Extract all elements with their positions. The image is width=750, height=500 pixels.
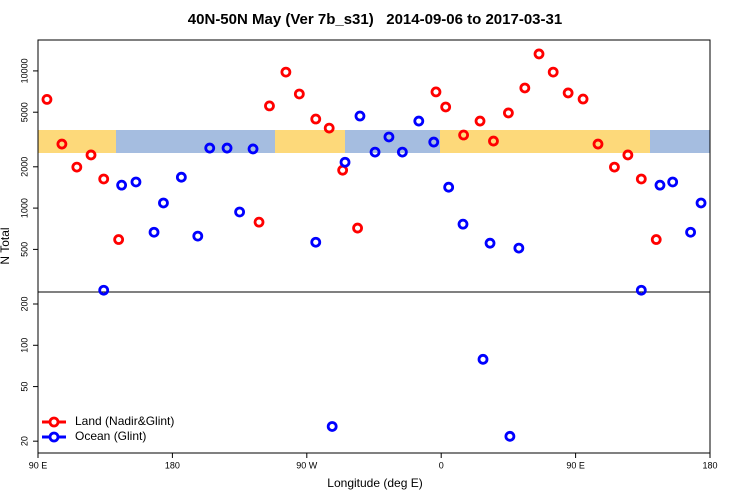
x-tick-label: 180	[165, 460, 180, 470]
y-tick-label: 500	[19, 242, 29, 257]
point	[430, 86, 442, 98]
point	[622, 149, 634, 161]
point	[592, 138, 604, 150]
point	[477, 353, 489, 365]
point	[56, 138, 68, 150]
point	[175, 171, 187, 183]
point	[685, 226, 696, 238]
point	[513, 242, 525, 254]
point	[635, 284, 647, 296]
point	[650, 234, 662, 245]
point	[264, 100, 275, 112]
point	[192, 230, 204, 242]
point	[457, 218, 469, 230]
point	[369, 146, 381, 158]
point	[352, 222, 363, 234]
point	[71, 161, 83, 173]
point	[310, 236, 322, 248]
point	[326, 421, 338, 432]
point	[443, 181, 455, 193]
x-tick-label: 180	[702, 460, 717, 470]
point	[130, 176, 142, 188]
point	[234, 206, 246, 218]
y-tick-label: 2000	[19, 157, 29, 177]
point	[221, 142, 233, 154]
point	[577, 93, 589, 105]
point	[667, 176, 679, 188]
x-tick-label: 90 E	[29, 460, 48, 470]
legend-marker	[48, 416, 60, 428]
y-tick-label: 1000	[19, 198, 29, 218]
point	[293, 88, 305, 100]
y-tick-label: 20	[19, 436, 29, 446]
point	[204, 142, 216, 154]
x-axis-label: Longitude (deg E)	[327, 476, 422, 490]
x-tick-label: 90 W	[296, 460, 318, 470]
point	[504, 430, 516, 442]
point	[609, 161, 620, 173]
point	[116, 179, 128, 191]
x-tick-label: 0	[439, 460, 444, 470]
point	[158, 197, 169, 209]
point	[98, 284, 110, 296]
point	[488, 135, 499, 147]
point	[413, 115, 425, 127]
point	[247, 143, 259, 155]
point	[502, 107, 514, 119]
point	[562, 87, 574, 99]
point	[484, 237, 496, 249]
legend-label: Ocean (Glint)	[75, 429, 146, 443]
y-tick-label: 10000	[19, 58, 29, 83]
point	[85, 149, 97, 161]
point	[519, 82, 531, 94]
point	[280, 66, 292, 78]
legend-label: Land (Nadir&Glint)	[75, 414, 174, 428]
point	[547, 66, 559, 78]
point	[148, 226, 160, 238]
point	[383, 131, 395, 143]
y-tick-label: 100	[19, 338, 29, 353]
point	[654, 179, 666, 191]
point	[310, 113, 322, 125]
point	[533, 48, 545, 60]
point	[635, 173, 647, 185]
y-tick-label: 5000	[19, 102, 29, 122]
point	[113, 234, 125, 245]
point	[253, 216, 265, 228]
point	[354, 110, 366, 122]
y-tick-label: 50	[19, 382, 29, 392]
y-tick-label: 200	[19, 296, 29, 311]
point	[695, 197, 707, 209]
point	[323, 122, 335, 134]
point	[440, 101, 452, 113]
point	[396, 146, 408, 158]
point	[474, 115, 486, 127]
point	[458, 129, 470, 141]
x-tick-label: 90 E	[566, 460, 585, 470]
point	[428, 136, 440, 148]
point	[41, 93, 53, 105]
plot-frame	[37, 39, 711, 454]
chart-title: 40N-50N May (Ver 7b_s31) 2014-09-06 to 2…	[188, 11, 562, 28]
point	[98, 173, 110, 185]
legend-marker	[48, 431, 60, 443]
point	[339, 156, 351, 168]
y-axis-label: N Total	[0, 227, 12, 264]
